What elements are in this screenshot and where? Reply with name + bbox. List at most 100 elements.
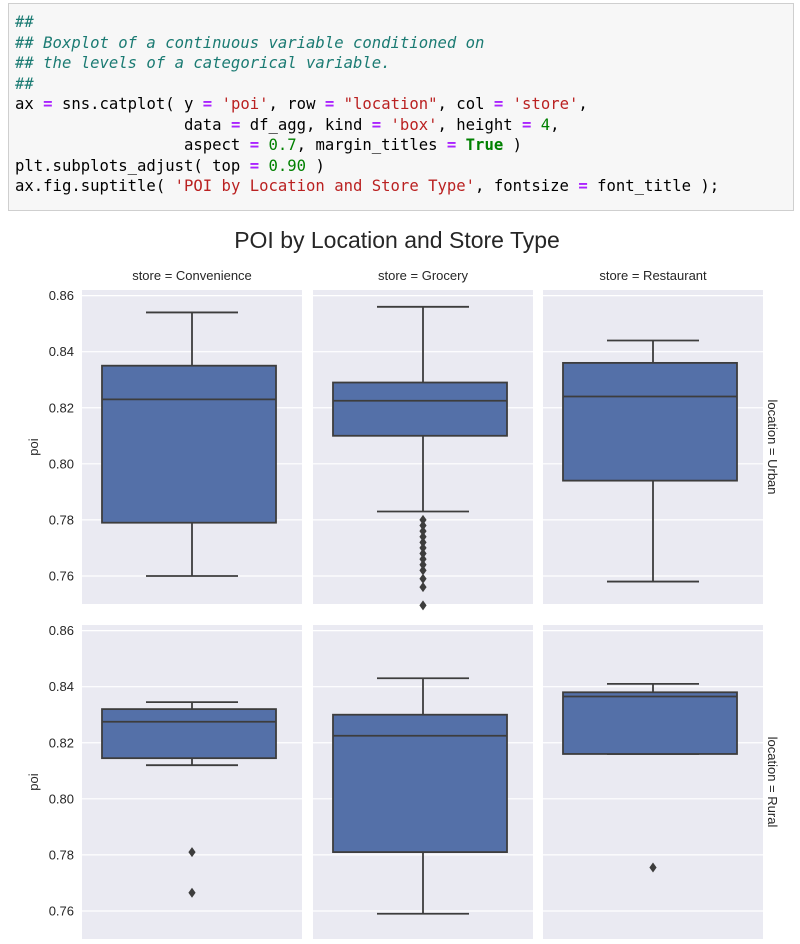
outlier-point xyxy=(188,887,196,898)
y-tick-label: 0.80 xyxy=(49,456,74,471)
code-token: = xyxy=(249,136,260,154)
outlier-point xyxy=(419,548,427,559)
code-token: 0.90 xyxy=(268,156,307,175)
outlier-point xyxy=(419,526,427,537)
y-tick-label: 0.84 xyxy=(49,679,74,694)
code-line: data = df_agg, kind = 'box', height = 4, xyxy=(15,115,787,136)
y-tick-label: 0.76 xyxy=(49,903,74,918)
outlier-point xyxy=(419,573,427,584)
column-title: store = Grocery xyxy=(378,268,468,283)
code-token: ## the levels of a categorical variable. xyxy=(15,54,391,72)
code-token: = xyxy=(522,115,532,134)
code-token: aspect xyxy=(15,136,250,154)
code-token: , fontsize xyxy=(475,177,579,195)
code-token: ## xyxy=(15,13,34,31)
code-token xyxy=(456,136,465,154)
code-token: , xyxy=(578,95,588,113)
code-token: data xyxy=(15,115,231,134)
outlier-point xyxy=(649,862,657,873)
box xyxy=(562,361,738,482)
outlier-point xyxy=(419,554,427,565)
code-token: = xyxy=(324,95,335,113)
code-token: 'box' xyxy=(390,115,438,134)
code-token: ## xyxy=(15,74,34,93)
code-token: plt.subplots_adjust( top xyxy=(15,156,250,175)
code-line: ## the levels of a categorical variable. xyxy=(15,53,787,74)
y-axis-label: poi xyxy=(26,773,41,790)
outlier-point xyxy=(188,847,196,858)
panel-background xyxy=(82,625,302,939)
code-line: ax = sns.catplot( y = 'poi', row = "loca… xyxy=(15,94,787,115)
y-tick-label: 0.78 xyxy=(49,512,74,527)
code-token: , xyxy=(550,115,560,134)
code-line: ## Boxplot of a continuous variable cond… xyxy=(15,33,787,54)
box xyxy=(562,691,738,755)
code-line: ## xyxy=(15,74,787,95)
code-token xyxy=(259,136,268,154)
outlier-point xyxy=(419,514,427,525)
box xyxy=(101,364,277,524)
code-token: = xyxy=(446,136,457,154)
y-tick-label: 0.86 xyxy=(49,288,74,303)
outlier-point xyxy=(419,600,427,611)
box xyxy=(332,713,508,853)
y-tick-label: 0.82 xyxy=(49,400,74,415)
code-token: = xyxy=(202,95,213,113)
code-token xyxy=(531,116,540,134)
code-token: = xyxy=(578,177,588,195)
code-token: = xyxy=(43,95,53,113)
box xyxy=(332,381,508,437)
code-token: 'store' xyxy=(512,95,579,113)
code-token: 'POI by Location and Store Type' xyxy=(174,177,476,195)
code-token: ## Boxplot of a continuous variable cond… xyxy=(15,33,485,52)
code-line: ## xyxy=(15,12,787,33)
y-tick-label: 0.86 xyxy=(49,623,74,638)
code-token: df_agg, kind xyxy=(240,115,372,134)
code-token: ax.fig.suptitle( xyxy=(15,177,175,195)
code-token: "location" xyxy=(343,95,438,113)
box xyxy=(101,708,277,760)
y-tick-label: 0.82 xyxy=(49,735,74,750)
code-token: , row xyxy=(268,95,325,113)
row-title: location = Urban xyxy=(765,399,780,494)
code-token: 'poi' xyxy=(221,95,269,113)
chart-title: POI by Location and Store Type xyxy=(234,227,560,253)
code-token: sns.catplot( y xyxy=(52,95,203,113)
y-tick-label: 0.78 xyxy=(49,847,74,862)
code-token: , margin_titles xyxy=(296,136,447,154)
code-token: = xyxy=(249,156,260,175)
code-token xyxy=(212,95,221,113)
code-token xyxy=(259,157,268,175)
code-token: ) xyxy=(306,156,325,175)
outlier-point xyxy=(419,542,427,553)
outlier-point xyxy=(419,582,427,593)
facet-boxplot-chart: POI by Location and Store Type store = C… xyxy=(26,227,780,939)
code-lines: ## ## Boxplot of a continuous variable co… xyxy=(15,12,787,197)
column-title: store = Convenience xyxy=(132,268,252,283)
code-token: , col xyxy=(437,95,494,113)
row-title: location = Rural xyxy=(765,737,780,828)
outlier-point xyxy=(419,565,427,576)
y-axis-label: poi xyxy=(26,438,41,455)
code-cell[interactable]: ## ## Boxplot of a continuous variable co… xyxy=(8,3,794,211)
code-token xyxy=(381,116,390,134)
code-token: = xyxy=(230,115,241,134)
code-token: 0.7 xyxy=(268,136,297,154)
code-token: = xyxy=(371,115,382,134)
code-token: True xyxy=(465,136,504,154)
code-token: font_title ); xyxy=(587,177,720,195)
code-line: aspect = 0.7, margin_titles = True ) xyxy=(15,135,787,156)
code-token: ) xyxy=(503,136,523,154)
outlier-point xyxy=(419,531,427,542)
facet-panels: store = Convenience store = Grocery store … xyxy=(26,268,780,939)
outlier-point xyxy=(419,537,427,548)
y-tick-label: 0.76 xyxy=(49,568,74,583)
code-token: , height xyxy=(437,115,522,134)
outlier-point xyxy=(419,520,427,531)
code-token xyxy=(503,95,512,113)
code-token: 4 xyxy=(540,115,551,134)
code-line: ax.fig.suptitle( 'POI by Location and St… xyxy=(15,176,787,197)
column-title: store = Restaurant xyxy=(599,268,707,283)
code-token: ax xyxy=(15,95,44,113)
code-token: = xyxy=(493,95,504,113)
